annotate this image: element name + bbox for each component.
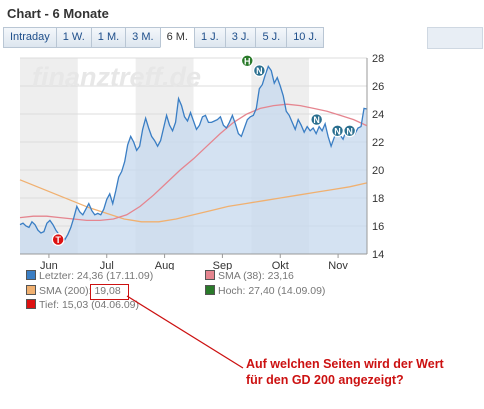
hoch-marker-circle [240,54,254,68]
hoch-marker-label: H [244,56,251,66]
news-marker-circle [253,64,266,77]
news-marker[interactable]: N [343,124,357,138]
legend-swatch-hoch [205,285,215,295]
highlight-box [90,284,129,300]
news-marker-circle [310,113,324,126]
legend-sma200-label: SMA (200): [39,285,95,297]
news-marker[interactable]: N [253,64,266,77]
legend-letzter-text: Letzter: 24,36 (17.11.09) [39,270,154,282]
y-tick-label: 24 [372,109,384,121]
annotation-line-1: Auf welchen Seiten wird der Wert [246,357,444,371]
news-marker-label: N [256,66,263,76]
x-tick-label: Jul [100,260,114,270]
tief-marker[interactable]: T [51,233,65,246]
news-marker[interactable]: N [310,113,324,126]
y-tick-label: 28 [372,53,384,65]
price-line [19,65,368,241]
annotation-line-2: für den GD 200 angezeigt? [246,373,404,387]
sma200-line [19,179,368,223]
x-tick-label: Sep [213,260,233,270]
x-tick-label: Aug [155,260,175,270]
legend-tief: Tief: 15,03 (04.06.09) [26,299,139,311]
tab-1-week[interactable]: 1 W. [55,27,91,48]
tab-10-years[interactable]: 10 J. [286,27,325,48]
hoch-marker[interactable]: H [240,54,254,68]
legend-tief-text: Tief: 15,03 (04.06.09) [39,299,140,311]
x-tick-label: Jun [40,260,58,270]
tab-3-years[interactable]: 3 J. [224,27,256,48]
tab-6-months[interactable]: 6 M. [159,27,194,48]
tab-3-months[interactable]: 3 M. [125,27,160,48]
y-tick-label: 18 [372,193,384,205]
legend-sma200: SMA (200): 19,08 [26,285,121,297]
news-marker-label: N [334,126,341,136]
legend-swatch-sma38 [205,270,215,280]
legend-sma38: SMA (38): 23,16 [205,270,294,282]
tab-bar-filler [427,27,483,49]
tab-1-year[interactable]: 1 J. [193,27,225,48]
legend-swatch-sma200 [26,285,36,295]
x-tick-label: Nov [328,260,348,270]
news-marker-circle [343,124,357,138]
chart-title: Chart - 6 Monate [7,6,109,21]
news-marker-label: N [313,115,320,125]
tab-intraday[interactable]: Intraday [3,27,56,48]
y-tick-label: 16 [372,221,384,233]
legend-letzter: Letzter: 24,36 (17.11.09) [26,270,153,282]
news-marker-label: N [346,126,353,136]
legend-swatch-letzter [26,270,36,280]
x-tick-label: Okt [272,260,289,270]
price-area [20,66,367,255]
period-tabs: Intraday 1 W. 1 M. 3 M. 6 M. 1 J. 3 J. 5… [3,27,325,48]
legend-hoch: Hoch: 27,40 (14.09.09) [205,285,325,297]
legend-hoch-text: Hoch: 27,40 (14.09.09) [218,285,326,297]
y-tick-label: 14 [372,249,384,261]
y-tick-label: 20 [372,165,384,177]
y-tick-label: 26 [372,81,384,93]
watermark: finanztreff.de [32,62,201,92]
tab-1-month[interactable]: 1 M. [90,27,126,48]
sma38-line [19,103,368,222]
legend-swatch-tief [26,299,36,309]
legend-sma38-text: SMA (38): 23,16 [218,270,294,282]
legend-sma200-value: 19,08 [94,285,121,297]
tab-5-years[interactable]: 5 J. [255,27,287,48]
tief-marker-label: T [55,235,61,245]
y-tick-label: 22 [372,137,384,149]
price-chart: finanztreff.de 14 16 18 20 22 24 26 28 Jun Jul Au… [19,53,384,270]
tief-marker-circle [51,233,65,246]
annotation-question: Auf welchen Seiten wird der Wert für den… [246,356,444,388]
